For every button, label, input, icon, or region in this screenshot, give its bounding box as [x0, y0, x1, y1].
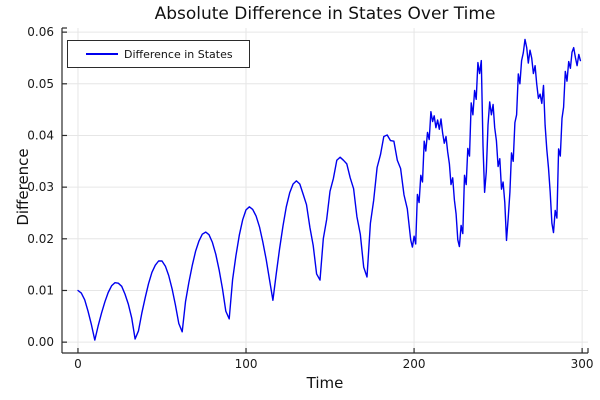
- y-tick-label: 0.01: [27, 283, 54, 297]
- y-tick-label: 0.03: [27, 180, 54, 194]
- y-tick-label: 0.04: [27, 128, 54, 142]
- chart-title: Absolute Difference in States Over Time: [154, 4, 496, 24]
- difference-line: [77, 38, 582, 341]
- x-tick-label: 300: [571, 357, 594, 371]
- x-tick-label: 0: [74, 357, 82, 371]
- legend-label: Difference in States: [124, 47, 233, 61]
- y-tick-label: 0.00: [27, 335, 54, 349]
- x-tick-label: 200: [403, 357, 426, 371]
- y-tick-label: 0.06: [27, 25, 54, 39]
- x-tick-label: 100: [235, 357, 258, 371]
- y-axis-label: Difference: [14, 148, 32, 226]
- y-tick-label: 0.05: [27, 77, 54, 91]
- legend-line-sample: [86, 53, 118, 55]
- x-axis-label: Time: [306, 374, 344, 392]
- legend: Difference in States: [67, 40, 250, 68]
- y-tick-label: 0.02: [27, 232, 54, 246]
